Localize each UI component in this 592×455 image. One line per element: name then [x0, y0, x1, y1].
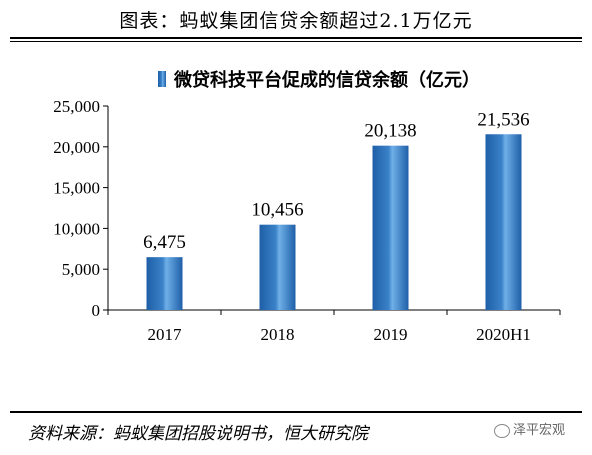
bar: [485, 134, 522, 310]
x-tick-label: 2018: [261, 325, 295, 344]
y-tick-label: 10,000: [53, 219, 100, 238]
bar: [372, 145, 409, 310]
data-label: 21,536: [477, 109, 529, 130]
data-label: 20,138: [364, 121, 416, 142]
top-rule: [10, 37, 582, 39]
bar-chart: 微贷科技平台促成的信贷余额（亿元） 0 5,000 10,000 15,000 20,00…: [53, 69, 561, 344]
figure-title: 图表：蚂蚁集团信贷余额超过2.1万亿元: [119, 10, 473, 32]
x-tick-label: 2020H1: [476, 325, 531, 344]
source-note: 资料来源：蚂蚁集团招股说明书，恒大研究院: [28, 424, 368, 444]
data-label: 6,475: [143, 232, 186, 253]
bottom-rule: [10, 411, 582, 413]
watermark-text: 泽平宏观: [513, 423, 566, 438]
y-tick-label: 20,000: [53, 138, 100, 157]
wechat-icon: [494, 423, 510, 438]
x-tick-label: 2019: [374, 325, 408, 344]
x-tick-label: 2017: [148, 325, 183, 344]
bar: [259, 224, 296, 310]
y-tick-label: 5,000: [62, 260, 100, 279]
data-label: 10,456: [251, 200, 303, 221]
y-tick-label: 0: [92, 301, 101, 320]
y-tick-label: 25,000: [53, 97, 100, 116]
watermark: 泽平宏观: [494, 419, 565, 438]
y-tick-label: 15,000: [53, 179, 100, 198]
top-rule-thin: [10, 41, 582, 42]
bar: [146, 257, 183, 310]
legend-label: 微贷科技平台促成的信贷余额（亿元）: [173, 69, 480, 91]
legend-swatch: [158, 71, 166, 87]
